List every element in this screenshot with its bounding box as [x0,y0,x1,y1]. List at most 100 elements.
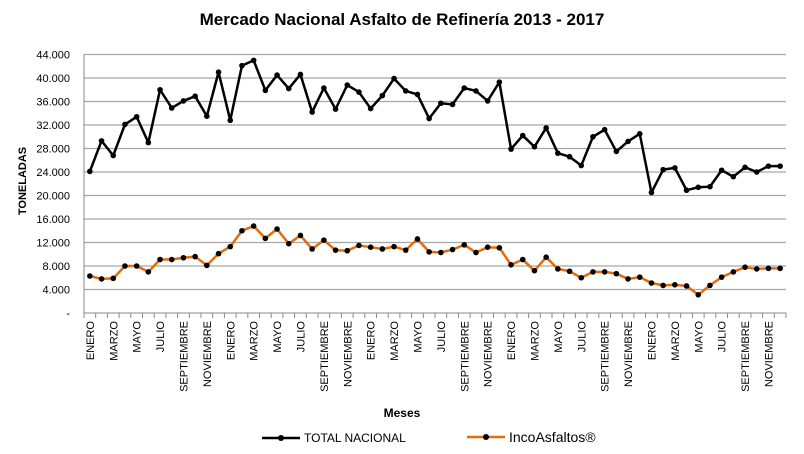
data-point-1 [262,235,269,242]
data-point-1 [531,267,538,274]
data-point-0 [227,117,234,124]
x-tick-label: SEPTIEMBRE [740,321,752,392]
x-tick-label: JULIO [295,321,307,353]
data-point-0 [344,82,351,88]
data-point-0 [707,183,713,190]
data-point-0 [133,113,140,120]
data-point-0 [636,131,643,137]
data-point-1 [414,236,421,242]
data-point-1 [239,227,245,234]
x-tick-label: ENERO [85,321,97,361]
data-point-0 [461,85,468,91]
data-point-0 [145,139,152,146]
data-point-0 [215,69,222,75]
data-point-1 [660,282,666,289]
data-point-0 [356,89,362,95]
data-point-0 [274,72,280,78]
data-point-1 [543,254,549,260]
data-point-0 [578,162,585,169]
data-point-1 [321,237,327,243]
data-point-1 [145,269,152,275]
x-tick-label: MARZO [670,321,682,361]
y-tick-label: - [66,308,70,320]
data-point-1 [648,280,655,286]
data-point-0 [87,168,93,175]
data-point-0 [601,126,608,133]
data-point-1 [519,256,526,263]
x-tick-label: SEPTIEMBRE [459,321,471,392]
x-tick-label: ENERO [646,321,658,361]
data-point-0 [309,109,315,115]
y-tick-label: 36.000 [36,97,70,109]
data-point-0 [742,164,748,171]
data-point-1 [730,269,737,275]
data-point-1 [613,270,620,277]
data-point-0 [262,87,269,94]
data-point-1 [496,244,503,251]
data-point-0 [438,100,444,107]
data-point-1 [508,262,514,268]
x-tick-label: MAYO [132,321,144,353]
data-point-1 [87,273,93,279]
x-tick-label: JULIO [155,321,167,353]
data-point-0 [496,79,503,85]
data-point-0 [321,85,327,91]
x-tick-label: NOVIEMBRE [763,321,775,387]
data-point-1 [402,247,409,253]
data-point-1 [274,226,280,232]
data-point-1 [484,244,491,250]
data-point-1 [566,268,573,275]
x-tick-label: MARZO [529,321,541,361]
legend-label-total: TOTAL NACIONAL [304,431,406,445]
data-point-1 [473,249,479,256]
data-point-1 [133,263,140,269]
x-tick-label: JULIO [576,321,588,353]
legend-item-total-nacional: TOTAL NACIONAL [262,431,406,445]
data-point-0 [590,133,596,140]
x-tick-label: NOVIEMBRE [202,321,214,387]
x-tick-label: SEPTIEMBRE [600,321,612,392]
data-point-1 [168,256,175,263]
x-tick-label: NOVIEMBRE [483,321,495,387]
x-tick-label: ENERO [225,321,237,361]
y-tick-label: 8.000 [42,261,70,273]
data-point-1 [227,243,234,250]
data-point-0 [753,169,760,175]
data-point-0 [192,93,198,100]
data-point-1 [426,249,432,255]
legend-marker-total [262,435,300,441]
data-point-0 [695,184,702,191]
data-point-1 [636,274,643,280]
data-point-1 [379,246,386,252]
series-line-0 [88,59,781,194]
data-point-0 [555,150,561,156]
data-point-0 [157,86,163,93]
data-point-0 [683,187,690,194]
data-point-0 [414,91,421,98]
data-point-0 [473,88,479,94]
data-point-0 [508,146,514,152]
data-point-0 [204,113,210,119]
data-point-0 [718,167,725,174]
y-tick-label: 32.000 [36,120,70,132]
y-axis-label: TONELADAS [17,146,29,216]
data-point-1 [285,240,292,247]
data-point-1 [122,263,128,269]
data-point-0 [367,105,374,112]
legend-label-inco: IncoAsfaltos® [509,429,596,445]
y-tick-label: 44.000 [36,50,70,62]
data-point-1 [204,262,210,269]
data-point-0 [777,163,783,169]
data-point-1 [683,283,690,289]
data-point-1 [601,269,608,275]
data-point-0 [239,62,245,69]
data-point-1 [98,276,105,282]
data-point-0 [391,75,397,82]
data-point-1 [356,242,362,249]
data-point-1 [215,250,222,257]
data-point-0 [285,85,292,92]
y-tick-label: 24.000 [36,167,70,179]
data-point-0 [250,57,257,64]
data-point-0 [531,143,538,150]
